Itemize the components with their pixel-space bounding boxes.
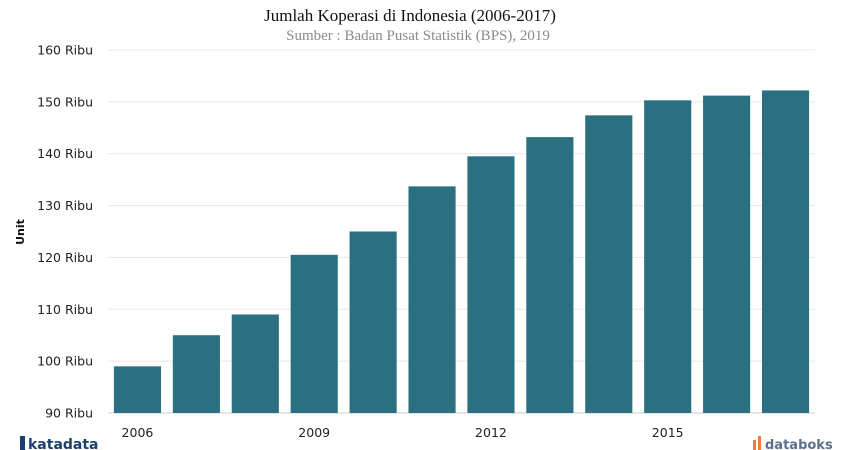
y-tick-label: 100 Ribu: [37, 354, 93, 369]
grid-lines: [108, 49, 815, 414]
x-tick-label: 2012: [475, 425, 507, 440]
y-tick-label: 140 Ribu: [37, 146, 93, 161]
y-tick-label: 160 Ribu: [37, 43, 93, 58]
bar-2014: [585, 115, 633, 413]
katadata-logo: katadata: [20, 436, 99, 450]
x-tick-label: 2006: [122, 425, 154, 440]
y-axis-label: Unit: [14, 219, 27, 245]
bar-2008: [231, 314, 279, 413]
x-tick-label: 2009: [298, 425, 330, 440]
y-tick-label: 110 Ribu: [37, 302, 93, 317]
y-tick-label: 90 Ribu: [45, 406, 93, 421]
bar-2015: [644, 100, 692, 414]
databoks-logo-text: databoks: [765, 438, 833, 450]
bar-2013: [526, 137, 574, 413]
bar-2017: [761, 90, 810, 413]
databoks-logo: databoks: [753, 436, 833, 450]
bar-2011: [408, 186, 456, 413]
bar-2012: [467, 156, 515, 414]
chart-title: Jumlah Koperasi di Indonesia (2006-2017): [264, 6, 556, 25]
y-axis-ticks: 90 Ribu 100 Ribu 110 Ribu 120 Ribu 130 Ribu 1…: [37, 43, 93, 421]
y-tick-label: 120 Ribu: [37, 250, 93, 265]
y-tick-label: 130 Ribu: [37, 198, 93, 213]
bar-2007: [172, 335, 220, 413]
bar-2009: [290, 254, 338, 413]
bar-2006: [113, 366, 162, 413]
bar-2010: [349, 231, 397, 413]
bars: [113, 90, 810, 414]
x-tick-label: 2015: [652, 425, 684, 440]
y-tick-label: 150 Ribu: [37, 94, 93, 109]
chart-subtitle: Sumber : Badan Pusat Statistik (BPS), 20…: [286, 28, 550, 44]
katadata-logo-text: katadata: [28, 437, 99, 450]
bar-2016: [703, 95, 751, 414]
x-axis-ticks: 2006 2009 2012 2015: [122, 425, 684, 440]
